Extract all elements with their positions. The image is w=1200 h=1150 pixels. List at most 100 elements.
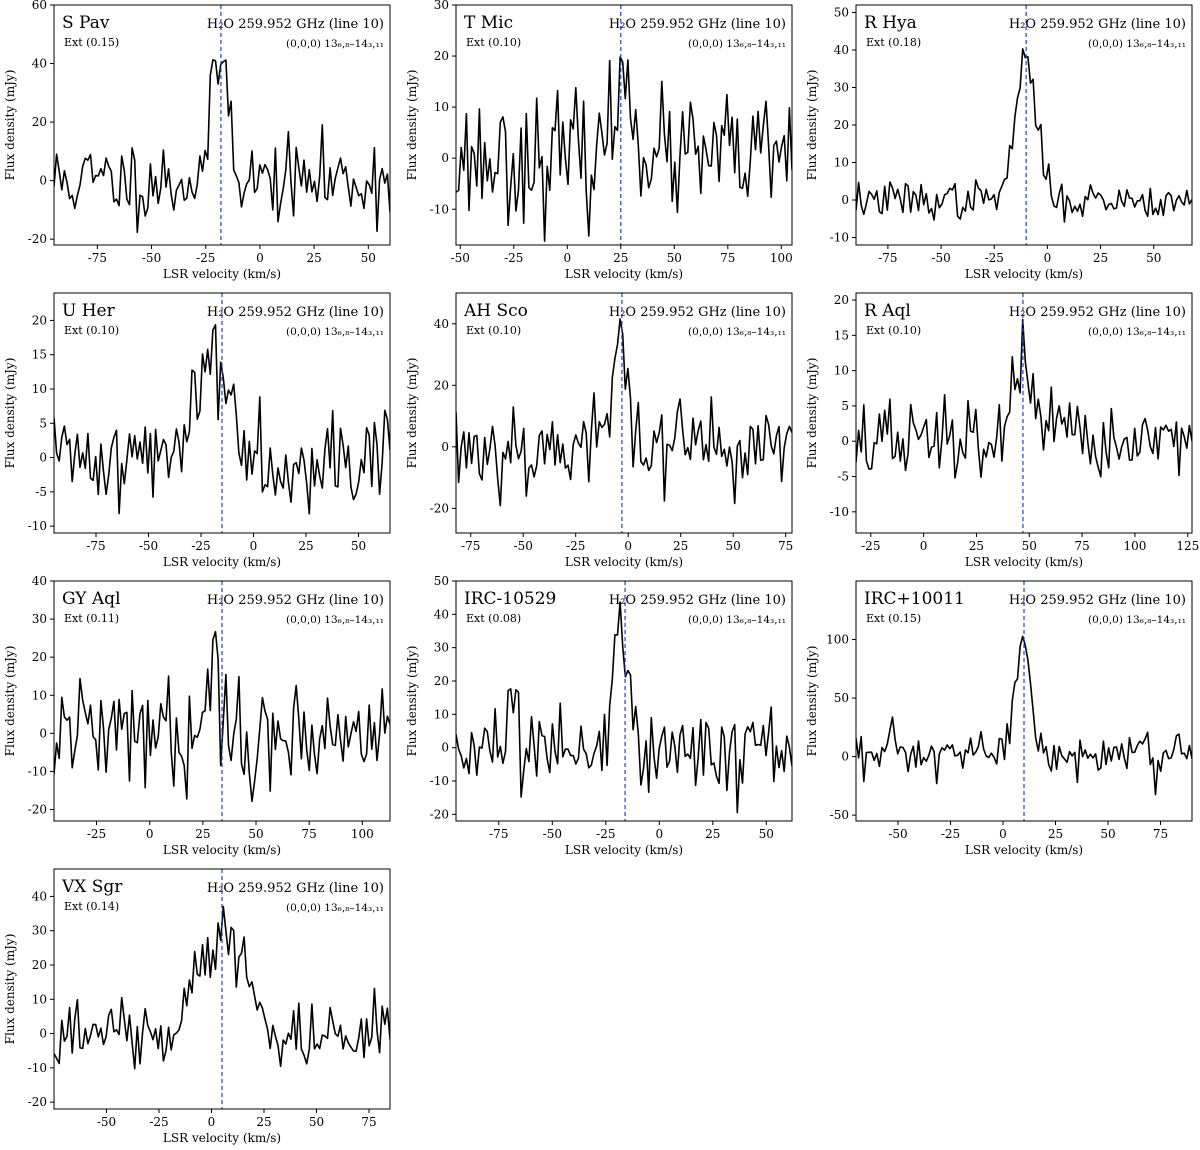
x-tick-label: 0 bbox=[999, 827, 1007, 841]
y-tick-label: 30 bbox=[434, 641, 449, 655]
line-label: H₂O 259.952 GHz (line 10) bbox=[1009, 305, 1186, 320]
star-name: R Hya bbox=[864, 13, 917, 33]
y-tick-label: 10 bbox=[32, 382, 47, 396]
x-axis-label: LSR velocity (km/s) bbox=[163, 1131, 281, 1145]
x-tick-label: 0 bbox=[250, 539, 258, 553]
y-tick-label: 10 bbox=[834, 364, 849, 378]
x-tick-label: 50 bbox=[667, 251, 682, 265]
x-tick-label: 0 bbox=[624, 539, 632, 553]
y-tick-label: 100 bbox=[826, 633, 849, 647]
y-tick-label: 0 bbox=[39, 451, 47, 465]
x-axis-label: LSR velocity (km/s) bbox=[965, 843, 1083, 857]
ext-label: Ext (0.10) bbox=[64, 324, 119, 337]
line-label: H₂O 259.952 GHz (line 10) bbox=[207, 593, 384, 608]
x-tick-label: 50 bbox=[1146, 251, 1161, 265]
transition-label: (0,0,0) 13₆,₈–14₃,₁₁ bbox=[688, 38, 786, 50]
x-tick-label: 25 bbox=[256, 1115, 271, 1129]
x-tick-label: -25 bbox=[861, 539, 880, 553]
y-tick-label: 40 bbox=[434, 317, 449, 331]
y-tick-label: -50 bbox=[830, 808, 849, 822]
x-tick-label: 100 bbox=[770, 251, 793, 265]
star-name: GY Aql bbox=[62, 589, 121, 609]
y-tick-label: -20 bbox=[28, 232, 47, 246]
x-tick-label: -50 bbox=[514, 539, 533, 553]
x-tick-label: -75 bbox=[878, 251, 897, 265]
y-tick-label: 20 bbox=[32, 650, 47, 664]
x-tick-label: -75 bbox=[489, 827, 508, 841]
y-tick-label: 30 bbox=[834, 81, 849, 95]
spectrum-line bbox=[54, 59, 390, 234]
x-tick-label: -75 bbox=[86, 539, 105, 553]
y-tick-label: -10 bbox=[28, 519, 47, 533]
y-axis-label: Flux density (mJy) bbox=[3, 646, 17, 757]
y-tick-label: 0 bbox=[441, 151, 449, 165]
x-tick-label: -50 bbox=[543, 827, 562, 841]
x-tick-label: -50 bbox=[142, 251, 161, 265]
y-tick-label: 10 bbox=[32, 688, 47, 702]
x-axis-label: LSR velocity (km/s) bbox=[163, 267, 281, 281]
y-tick-label: -5 bbox=[35, 485, 47, 499]
y-axis-label: Flux density (mJy) bbox=[405, 70, 419, 181]
y-tick-label: -20 bbox=[28, 803, 47, 817]
x-axis-label: LSR velocity (km/s) bbox=[565, 843, 683, 857]
x-tick-label: 25 bbox=[705, 827, 720, 841]
plot-frame bbox=[455, 292, 793, 534]
x-tick-label: 75 bbox=[720, 251, 735, 265]
transition-label: (0,0,0) 13₆,₈–14₃,₁₁ bbox=[286, 38, 384, 50]
y-tick-label: -20 bbox=[28, 1095, 47, 1109]
x-tick-label: 0 bbox=[146, 827, 154, 841]
x-tick-label: -75 bbox=[88, 251, 107, 265]
transition-label: (0,0,0) 13₆,₈–14₃,₁₁ bbox=[688, 326, 786, 338]
x-tick-label: 50 bbox=[1022, 539, 1037, 553]
ext-label: Ext (0.10) bbox=[466, 36, 521, 49]
ext-label: Ext (0.11) bbox=[64, 612, 119, 625]
y-axis-label: Flux density (mJy) bbox=[405, 358, 419, 469]
y-tick-label: 0 bbox=[841, 434, 849, 448]
star-name: AH Sco bbox=[463, 301, 528, 321]
x-tick-label: 50 bbox=[248, 827, 263, 841]
y-tick-label: 20 bbox=[434, 674, 449, 688]
line-label: H₂O 259.952 GHz (line 10) bbox=[609, 593, 786, 608]
y-tick-label: 10 bbox=[434, 100, 449, 114]
x-axis-label: LSR velocity (km/s) bbox=[163, 555, 281, 569]
x-tick-label: -50 bbox=[97, 1115, 116, 1129]
x-tick-label: 0 bbox=[208, 1115, 216, 1129]
y-axis-label: Flux density (mJy) bbox=[805, 358, 819, 469]
y-axis-label: Flux density (mJy) bbox=[3, 70, 17, 181]
y-axis-label: Flux density (mJy) bbox=[3, 934, 17, 1045]
x-tick-label: 75 bbox=[302, 827, 317, 841]
x-tick-label: 75 bbox=[1074, 539, 1089, 553]
x-tick-label: 75 bbox=[778, 539, 793, 553]
x-tick-label: 25 bbox=[1093, 251, 1108, 265]
ext-label: Ext (0.15) bbox=[64, 36, 119, 49]
x-tick-label: -50 bbox=[451, 251, 470, 265]
y-tick-label: 20 bbox=[32, 313, 47, 327]
x-axis-label: LSR velocity (km/s) bbox=[565, 555, 683, 569]
y-tick-label: -10 bbox=[830, 231, 849, 245]
star-name: R Aql bbox=[864, 301, 911, 321]
x-tick-label: -25 bbox=[596, 827, 615, 841]
x-tick-label: 75 bbox=[361, 1115, 376, 1129]
spectrum-line bbox=[456, 318, 792, 507]
x-tick-label: 50 bbox=[726, 539, 741, 553]
x-tick-label: 25 bbox=[969, 539, 984, 553]
x-tick-label: -25 bbox=[985, 251, 1004, 265]
x-tick-label: 50 bbox=[361, 251, 376, 265]
star-name: IRC+10011 bbox=[864, 589, 965, 609]
y-tick-label: -10 bbox=[28, 764, 47, 778]
x-tick-label: 0 bbox=[563, 251, 571, 265]
x-tick-label: 50 bbox=[309, 1115, 324, 1129]
y-tick-label: 0 bbox=[39, 726, 47, 740]
y-axis-label: Flux density (mJy) bbox=[805, 70, 819, 181]
y-axis-label: Flux density (mJy) bbox=[805, 646, 819, 757]
y-tick-label: 20 bbox=[32, 958, 47, 972]
spectrum-panel: -50 -25 0 25 50 75 100 -10 0 10 20 30 LSR velocity (… bbox=[405, 0, 793, 281]
y-tick-label: 20 bbox=[32, 115, 47, 129]
y-tick-label: 30 bbox=[434, 0, 449, 12]
y-tick-label: 30 bbox=[32, 924, 47, 938]
spectrum-panel: -50 -25 0 25 50 75 -50 0 50 100 LSR velocity (km/s… bbox=[805, 580, 1193, 857]
x-tick-label: 50 bbox=[1100, 827, 1115, 841]
y-tick-label: 0 bbox=[441, 440, 449, 454]
ext-label: Ext (0.14) bbox=[64, 900, 119, 913]
